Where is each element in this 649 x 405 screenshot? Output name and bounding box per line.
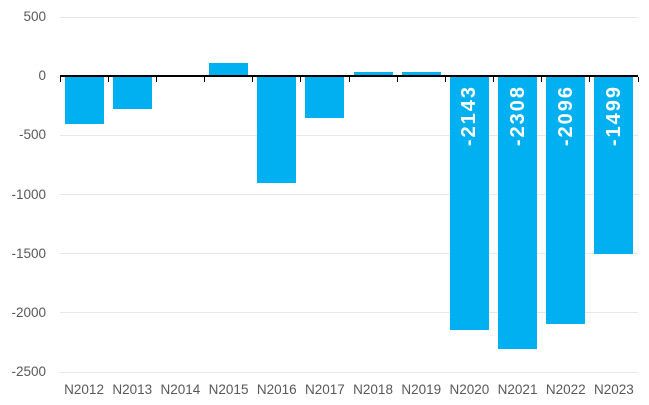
bar-value-label: -2308	[506, 85, 529, 147]
x-axis-zero-line	[60, 75, 638, 78]
gridline	[60, 16, 638, 18]
gridline	[60, 253, 638, 255]
axis-tick-mark	[107, 77, 109, 83]
y-axis-tick-label: -1000	[11, 186, 46, 202]
bar	[546, 76, 586, 325]
x-axis-category-label: N2018	[353, 382, 393, 397]
bar	[112, 76, 152, 110]
axis-tick-mark	[541, 77, 543, 83]
y-axis-tick-label: -500	[18, 127, 46, 143]
x-axis-category-label: N2020	[449, 382, 490, 397]
x-axis-category-label: N2017	[305, 382, 345, 397]
axis-tick-mark	[348, 77, 350, 83]
x-axis-category-label: N2022	[545, 382, 586, 397]
bar-value-label: -1499	[602, 85, 625, 147]
x-axis-category-label: N2021	[497, 382, 538, 397]
axis-tick-mark	[396, 77, 398, 83]
bar-value-label: -2143	[458, 85, 481, 147]
bar	[305, 76, 345, 118]
gridline	[60, 312, 638, 314]
x-axis-category-label: N2019	[401, 382, 442, 397]
bar	[64, 76, 104, 125]
y-axis-tick-label: 500	[23, 9, 46, 24]
x-axis-category-label: N2023	[594, 382, 634, 397]
x-axis-category-label: N2016	[256, 382, 297, 397]
axis-tick-mark	[589, 77, 591, 83]
bar	[209, 63, 249, 77]
bar	[498, 76, 538, 350]
y-axis-tick-label: -2000	[11, 304, 46, 320]
x-axis-category-label: N2013	[112, 382, 153, 397]
bar	[594, 76, 634, 254]
bar	[449, 76, 489, 330]
axis-tick-mark	[252, 77, 254, 83]
x-axis-category-label: N2015	[208, 382, 249, 397]
bar	[257, 76, 297, 183]
gridline	[60, 134, 638, 136]
axis-tick-mark	[300, 77, 302, 83]
y-axis-tick-label: 0	[38, 68, 46, 84]
bar-value-label: -2096	[554, 85, 577, 147]
x-axis-category-label: N2012	[64, 382, 104, 397]
bar	[353, 72, 393, 77]
y-axis-tick-label: -1500	[11, 245, 46, 261]
y-axis-tick-label: -2500	[11, 364, 46, 379]
axis-tick-mark	[444, 77, 446, 83]
bar	[401, 72, 441, 77]
gridline	[60, 194, 638, 195]
axis-tick-mark	[204, 77, 205, 83]
axis-tick-mark	[59, 77, 61, 83]
axis-tick-mark	[493, 77, 494, 83]
axis-tick-mark	[155, 77, 157, 83]
axis-tick-mark	[637, 77, 639, 83]
gridline	[60, 371, 638, 373]
x-axis-category-label: N2014	[160, 382, 201, 397]
